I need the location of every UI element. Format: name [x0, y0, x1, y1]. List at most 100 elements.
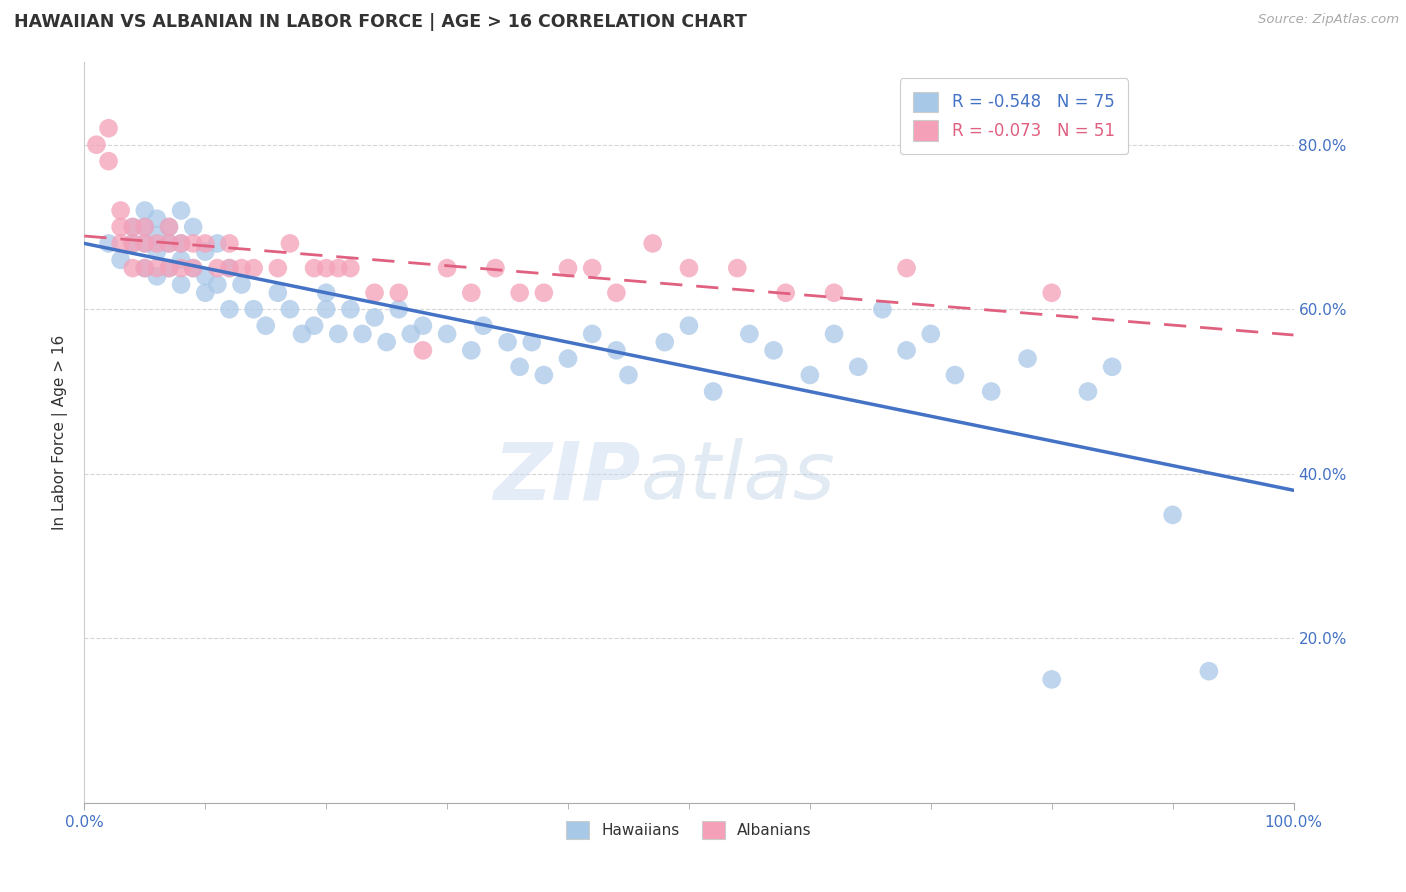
- Point: [896, 261, 918, 276]
- Point: [146, 236, 169, 251]
- Point: [943, 368, 966, 382]
- Point: [328, 261, 350, 276]
- Text: Source: ZipAtlas.com: Source: ZipAtlas.com: [1258, 13, 1399, 27]
- Point: [896, 343, 918, 358]
- Point: [157, 219, 180, 234]
- Point: [267, 261, 290, 276]
- Point: [315, 302, 337, 317]
- Point: [375, 335, 398, 350]
- Point: [1040, 673, 1063, 687]
- Point: [846, 359, 869, 374]
- Point: [581, 326, 603, 341]
- Point: [738, 326, 761, 341]
- Point: [134, 203, 156, 218]
- Point: [181, 261, 204, 276]
- Point: [170, 261, 193, 276]
- Point: [134, 219, 156, 234]
- Point: [654, 335, 676, 350]
- Point: [399, 326, 422, 341]
- Point: [181, 236, 204, 251]
- Point: [762, 343, 785, 358]
- Point: [97, 121, 120, 136]
- Point: [823, 285, 845, 300]
- Point: [339, 261, 361, 276]
- Point: [678, 261, 700, 276]
- Point: [1198, 664, 1220, 678]
- Point: [533, 368, 555, 382]
- Point: [496, 335, 519, 350]
- Point: [315, 285, 337, 300]
- Point: [581, 261, 603, 276]
- Point: [278, 236, 301, 251]
- Point: [231, 277, 253, 292]
- Text: atlas: atlas: [641, 438, 835, 516]
- Point: [170, 252, 193, 267]
- Point: [557, 351, 579, 366]
- Point: [146, 211, 169, 226]
- Point: [641, 236, 664, 251]
- Point: [86, 137, 108, 152]
- Point: [146, 244, 169, 259]
- Point: [134, 219, 156, 234]
- Point: [1040, 285, 1063, 300]
- Point: [484, 261, 506, 276]
- Point: [617, 368, 640, 382]
- Point: [146, 228, 169, 243]
- Point: [702, 384, 724, 399]
- Point: [509, 359, 531, 374]
- Point: [823, 326, 845, 341]
- Point: [218, 261, 240, 276]
- Point: [412, 343, 434, 358]
- Point: [775, 285, 797, 300]
- Point: [218, 302, 240, 317]
- Point: [110, 203, 132, 218]
- Point: [242, 261, 264, 276]
- Point: [605, 285, 627, 300]
- Point: [242, 302, 264, 317]
- Point: [181, 219, 204, 234]
- Point: [412, 318, 434, 333]
- Point: [533, 285, 555, 300]
- Point: [509, 285, 531, 300]
- Point: [315, 261, 337, 276]
- Point: [97, 236, 120, 251]
- Point: [194, 285, 217, 300]
- Point: [472, 318, 495, 333]
- Point: [339, 302, 361, 317]
- Point: [146, 261, 169, 276]
- Text: HAWAIIAN VS ALBANIAN IN LABOR FORCE | AGE > 16 CORRELATION CHART: HAWAIIAN VS ALBANIAN IN LABOR FORCE | AG…: [14, 13, 747, 31]
- Point: [194, 244, 217, 259]
- Point: [170, 236, 193, 251]
- Point: [1161, 508, 1184, 522]
- Point: [134, 261, 156, 276]
- Point: [557, 261, 579, 276]
- Point: [134, 236, 156, 251]
- Point: [170, 203, 193, 218]
- Point: [328, 326, 350, 341]
- Y-axis label: In Labor Force | Age > 16: In Labor Force | Age > 16: [52, 335, 69, 530]
- Text: ZIP: ZIP: [494, 438, 641, 516]
- Point: [157, 261, 180, 276]
- Point: [110, 236, 132, 251]
- Point: [110, 219, 132, 234]
- Point: [872, 302, 894, 317]
- Point: [1017, 351, 1039, 366]
- Point: [1077, 384, 1099, 399]
- Point: [181, 261, 204, 276]
- Point: [121, 261, 143, 276]
- Point: [134, 236, 156, 251]
- Point: [799, 368, 821, 382]
- Point: [278, 302, 301, 317]
- Point: [121, 236, 143, 251]
- Point: [254, 318, 277, 333]
- Point: [157, 236, 180, 251]
- Point: [725, 261, 748, 276]
- Legend: Hawaiians, Albanians: Hawaiians, Albanians: [558, 814, 820, 847]
- Point: [110, 252, 132, 267]
- Point: [363, 310, 385, 325]
- Point: [146, 269, 169, 284]
- Point: [363, 285, 385, 300]
- Point: [207, 277, 229, 292]
- Point: [157, 236, 180, 251]
- Point: [302, 318, 325, 333]
